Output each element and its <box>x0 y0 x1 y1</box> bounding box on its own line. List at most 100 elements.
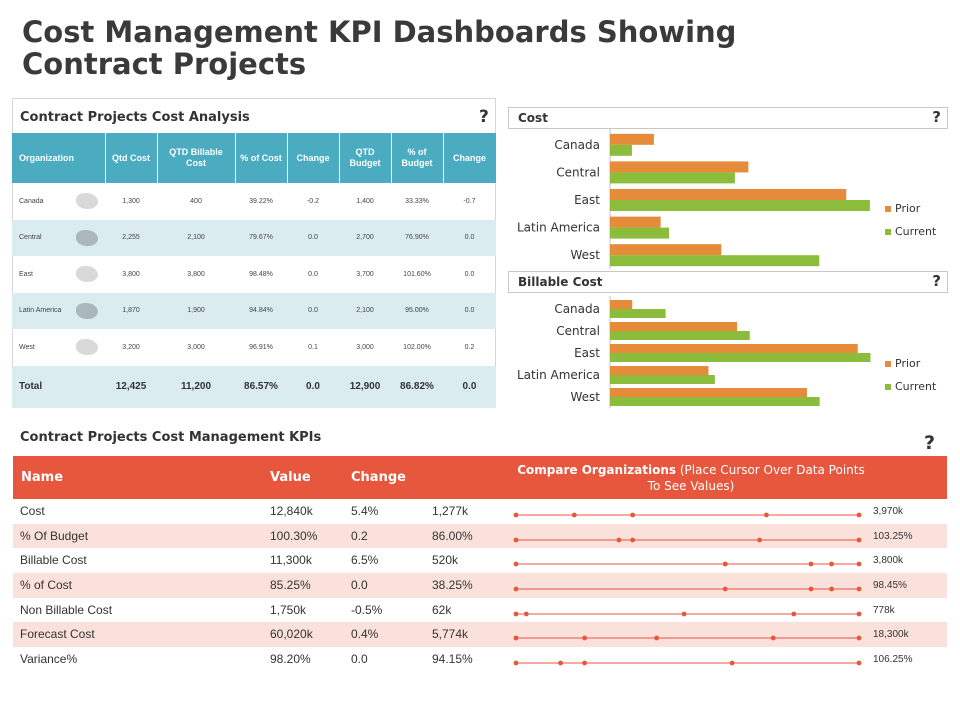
data-point[interactable] <box>513 561 519 567</box>
data-point[interactable] <box>770 636 776 641</box>
bar-current[interactable] <box>610 309 666 318</box>
org-name: Canada <box>19 197 44 205</box>
table-cell: 3,000 <box>356 343 374 351</box>
category-label: Canada <box>554 138 600 152</box>
compare-title: Compare Organizations <box>517 463 677 477</box>
table-cell: 12,900 <box>339 365 391 408</box>
data-point[interactable] <box>856 611 862 617</box>
data-point[interactable] <box>791 611 797 617</box>
bar-prior[interactable] <box>610 133 654 145</box>
data-point[interactable] <box>829 561 834 567</box>
compare-sparkline <box>513 636 862 641</box>
bar-prior[interactable] <box>610 322 738 331</box>
kpi-value: 85.25% <box>270 578 311 593</box>
data-point[interactable] <box>513 611 519 617</box>
compare-sparkline <box>513 537 862 543</box>
data-point[interactable] <box>856 512 862 518</box>
column-header[interactable]: % of Budget <box>391 133 444 183</box>
data-point[interactable] <box>722 561 728 567</box>
bar-prior[interactable] <box>610 189 847 200</box>
data-point[interactable] <box>808 586 814 592</box>
table-cell: -0.2 <box>306 197 320 205</box>
kpi-value: 1,750k <box>270 602 307 617</box>
bar-prior[interactable] <box>610 161 749 173</box>
data-point[interactable] <box>513 660 519 666</box>
data-point[interactable] <box>513 512 519 518</box>
column-header[interactable]: QTD Budget <box>339 133 392 183</box>
bar-current[interactable] <box>610 353 871 362</box>
column-header[interactable]: Change <box>443 133 497 183</box>
data-point[interactable] <box>582 660 587 666</box>
table-cell: 39.22% <box>249 197 273 205</box>
column-header[interactable]: Change <box>287 133 340 183</box>
kpi-name: Variance% <box>20 652 78 667</box>
bar-prior[interactable] <box>610 344 858 353</box>
bar-current[interactable] <box>610 255 820 267</box>
data-point[interactable] <box>681 611 687 617</box>
kpi-change: 0.2 <box>351 528 368 543</box>
data-point[interactable] <box>523 611 529 617</box>
bar-current[interactable] <box>610 200 870 211</box>
table-cell: 3,000 <box>187 343 205 351</box>
data-point[interactable] <box>829 586 834 592</box>
data-point[interactable] <box>729 660 735 666</box>
column-header[interactable]: QTD Billable Cost <box>157 133 236 183</box>
data-point[interactable] <box>513 537 519 543</box>
help-icon[interactable]: ? <box>932 272 941 290</box>
bar-current[interactable] <box>610 375 715 384</box>
bar-current[interactable] <box>610 227 670 239</box>
data-point[interactable] <box>582 636 587 641</box>
column-header[interactable]: Organization <box>12 133 106 183</box>
data-point[interactable] <box>856 586 862 592</box>
data-point[interactable] <box>856 636 862 641</box>
data-point[interactable] <box>856 660 862 666</box>
data-point[interactable] <box>763 512 769 518</box>
kpi-row: % of Cost 85.25% 0.0 38.25% 98.45% <box>13 573 947 598</box>
data-point[interactable] <box>513 636 519 641</box>
legend-label: Prior <box>895 357 921 370</box>
data-point[interactable] <box>856 537 862 543</box>
column-header[interactable]: % of Cost <box>235 133 288 183</box>
kpi-value: 60,020k <box>270 627 313 642</box>
bar-current[interactable] <box>610 397 820 406</box>
bar-prior[interactable] <box>610 388 807 397</box>
data-point[interactable] <box>808 561 814 567</box>
table-cell: 3,800 <box>122 270 140 278</box>
bar-prior[interactable] <box>610 300 633 309</box>
help-icon[interactable]: ? <box>924 432 936 454</box>
column-header[interactable]: Qtd Cost <box>105 133 158 183</box>
data-point[interactable] <box>571 512 577 518</box>
compare-sparkline <box>513 561 862 567</box>
legend-label: Current <box>895 225 937 238</box>
kpi-row: Cost 12,840k 5.4% 1,277k 3,970k <box>13 499 947 524</box>
kpi-name: Forecast Cost <box>20 627 95 642</box>
help-icon[interactable]: ? <box>479 107 489 127</box>
data-point[interactable] <box>513 586 519 592</box>
bar-prior[interactable] <box>610 366 709 375</box>
help-icon[interactable]: ? <box>932 108 941 126</box>
table-cell: 400 <box>190 197 202 205</box>
bar-current[interactable] <box>610 331 750 340</box>
table-cell: 79.67% <box>235 219 287 256</box>
data-point[interactable] <box>654 636 660 641</box>
table-cell: 2,700 <box>339 219 391 256</box>
data-point[interactable] <box>630 537 636 543</box>
data-point[interactable] <box>722 586 728 592</box>
bar-prior[interactable] <box>610 216 661 228</box>
bar-current[interactable] <box>610 144 632 156</box>
data-point[interactable] <box>856 561 862 567</box>
legend-label: Current <box>895 380 937 393</box>
table-cell: West <box>12 329 105 366</box>
table-cell: 102.00% <box>403 343 431 351</box>
data-point[interactable] <box>630 512 636 518</box>
kpi-change: 6.5% <box>351 553 379 568</box>
bar-current[interactable] <box>610 172 735 184</box>
compare-sparkline <box>513 512 862 518</box>
data-point[interactable] <box>757 537 762 543</box>
legend-swatch <box>885 206 891 212</box>
data-point[interactable] <box>616 537 622 543</box>
org-name: West <box>19 343 35 351</box>
bar-prior[interactable] <box>610 244 722 256</box>
data-point[interactable] <box>558 660 563 666</box>
kpi-row: % Of Budget 100.30% 0.2 86.00% 103.25% <box>13 523 947 549</box>
